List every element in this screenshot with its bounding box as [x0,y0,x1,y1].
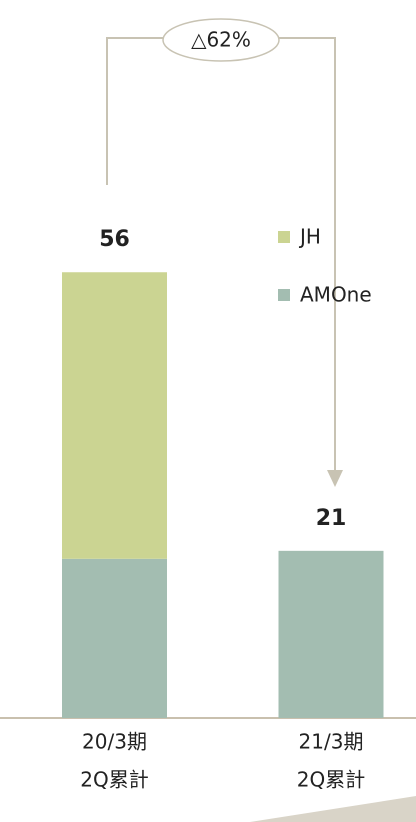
total-label: 56 [99,227,130,252]
legend-swatch [278,289,290,301]
bar-segment [62,558,167,718]
bar-segment [62,272,167,559]
annotation: △62% [191,28,251,52]
bracket-left [106,37,163,185]
legend-label: JH [298,225,321,249]
x-tick-label: 2Q累計 [80,768,148,792]
x-tick-label: 2Q累計 [297,768,365,792]
arrow-head [327,470,343,487]
decoration [250,796,416,822]
total-label: 21 [316,506,347,531]
legend-swatch [278,231,290,243]
bracket-right [279,37,336,470]
annotation-bubble [162,18,280,62]
x-tick-label: 21/3期 [299,730,364,754]
x-tick-label: 20/3期 [82,730,147,754]
legend-label: AMOne [300,283,372,307]
bar-segment [278,550,384,718]
